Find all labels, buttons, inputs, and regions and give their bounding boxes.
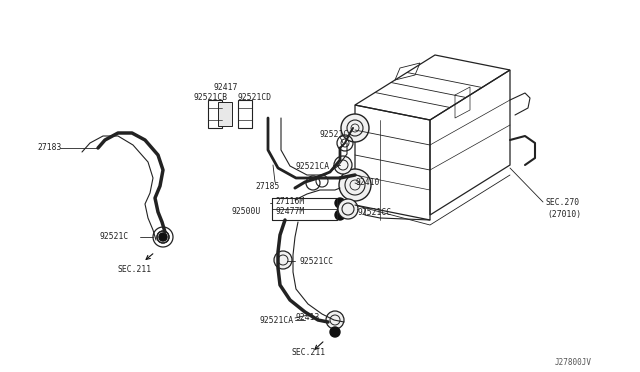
Circle shape bbox=[335, 210, 345, 220]
Text: SEC.270: SEC.270 bbox=[545, 198, 579, 207]
Text: 92477M: 92477M bbox=[275, 207, 304, 216]
Text: 92521CC: 92521CC bbox=[358, 208, 392, 217]
Circle shape bbox=[157, 231, 169, 243]
Bar bbox=[218, 102, 232, 126]
Text: (27010): (27010) bbox=[547, 210, 581, 219]
Text: 92413: 92413 bbox=[295, 313, 319, 322]
Text: 27116M: 27116M bbox=[275, 197, 304, 206]
Circle shape bbox=[334, 156, 352, 174]
Text: 92521CA: 92521CA bbox=[260, 316, 294, 325]
Text: SEC.211: SEC.211 bbox=[292, 348, 326, 357]
Circle shape bbox=[341, 114, 369, 142]
Circle shape bbox=[338, 199, 358, 219]
Circle shape bbox=[335, 198, 345, 208]
Text: 92521CA: 92521CA bbox=[295, 162, 329, 171]
Text: J27800JV: J27800JV bbox=[555, 358, 592, 367]
Text: 27185: 27185 bbox=[255, 182, 280, 191]
Text: 92521C: 92521C bbox=[100, 232, 129, 241]
Text: SEC.211: SEC.211 bbox=[118, 265, 152, 274]
Bar bbox=[238, 100, 252, 128]
Text: 92410: 92410 bbox=[355, 178, 380, 187]
Circle shape bbox=[159, 233, 167, 241]
Circle shape bbox=[326, 311, 344, 329]
Text: 92521CB: 92521CB bbox=[193, 93, 227, 102]
Text: 92521CD: 92521CD bbox=[238, 93, 272, 102]
Bar bbox=[208, 100, 222, 128]
Text: 92521CC: 92521CC bbox=[300, 257, 334, 266]
Circle shape bbox=[274, 251, 292, 269]
Text: 27183: 27183 bbox=[37, 143, 61, 152]
Circle shape bbox=[339, 169, 371, 201]
Text: 92417: 92417 bbox=[213, 83, 237, 92]
Text: 92500U: 92500U bbox=[232, 207, 261, 216]
Text: 92521C: 92521C bbox=[320, 130, 349, 139]
Circle shape bbox=[330, 327, 340, 337]
